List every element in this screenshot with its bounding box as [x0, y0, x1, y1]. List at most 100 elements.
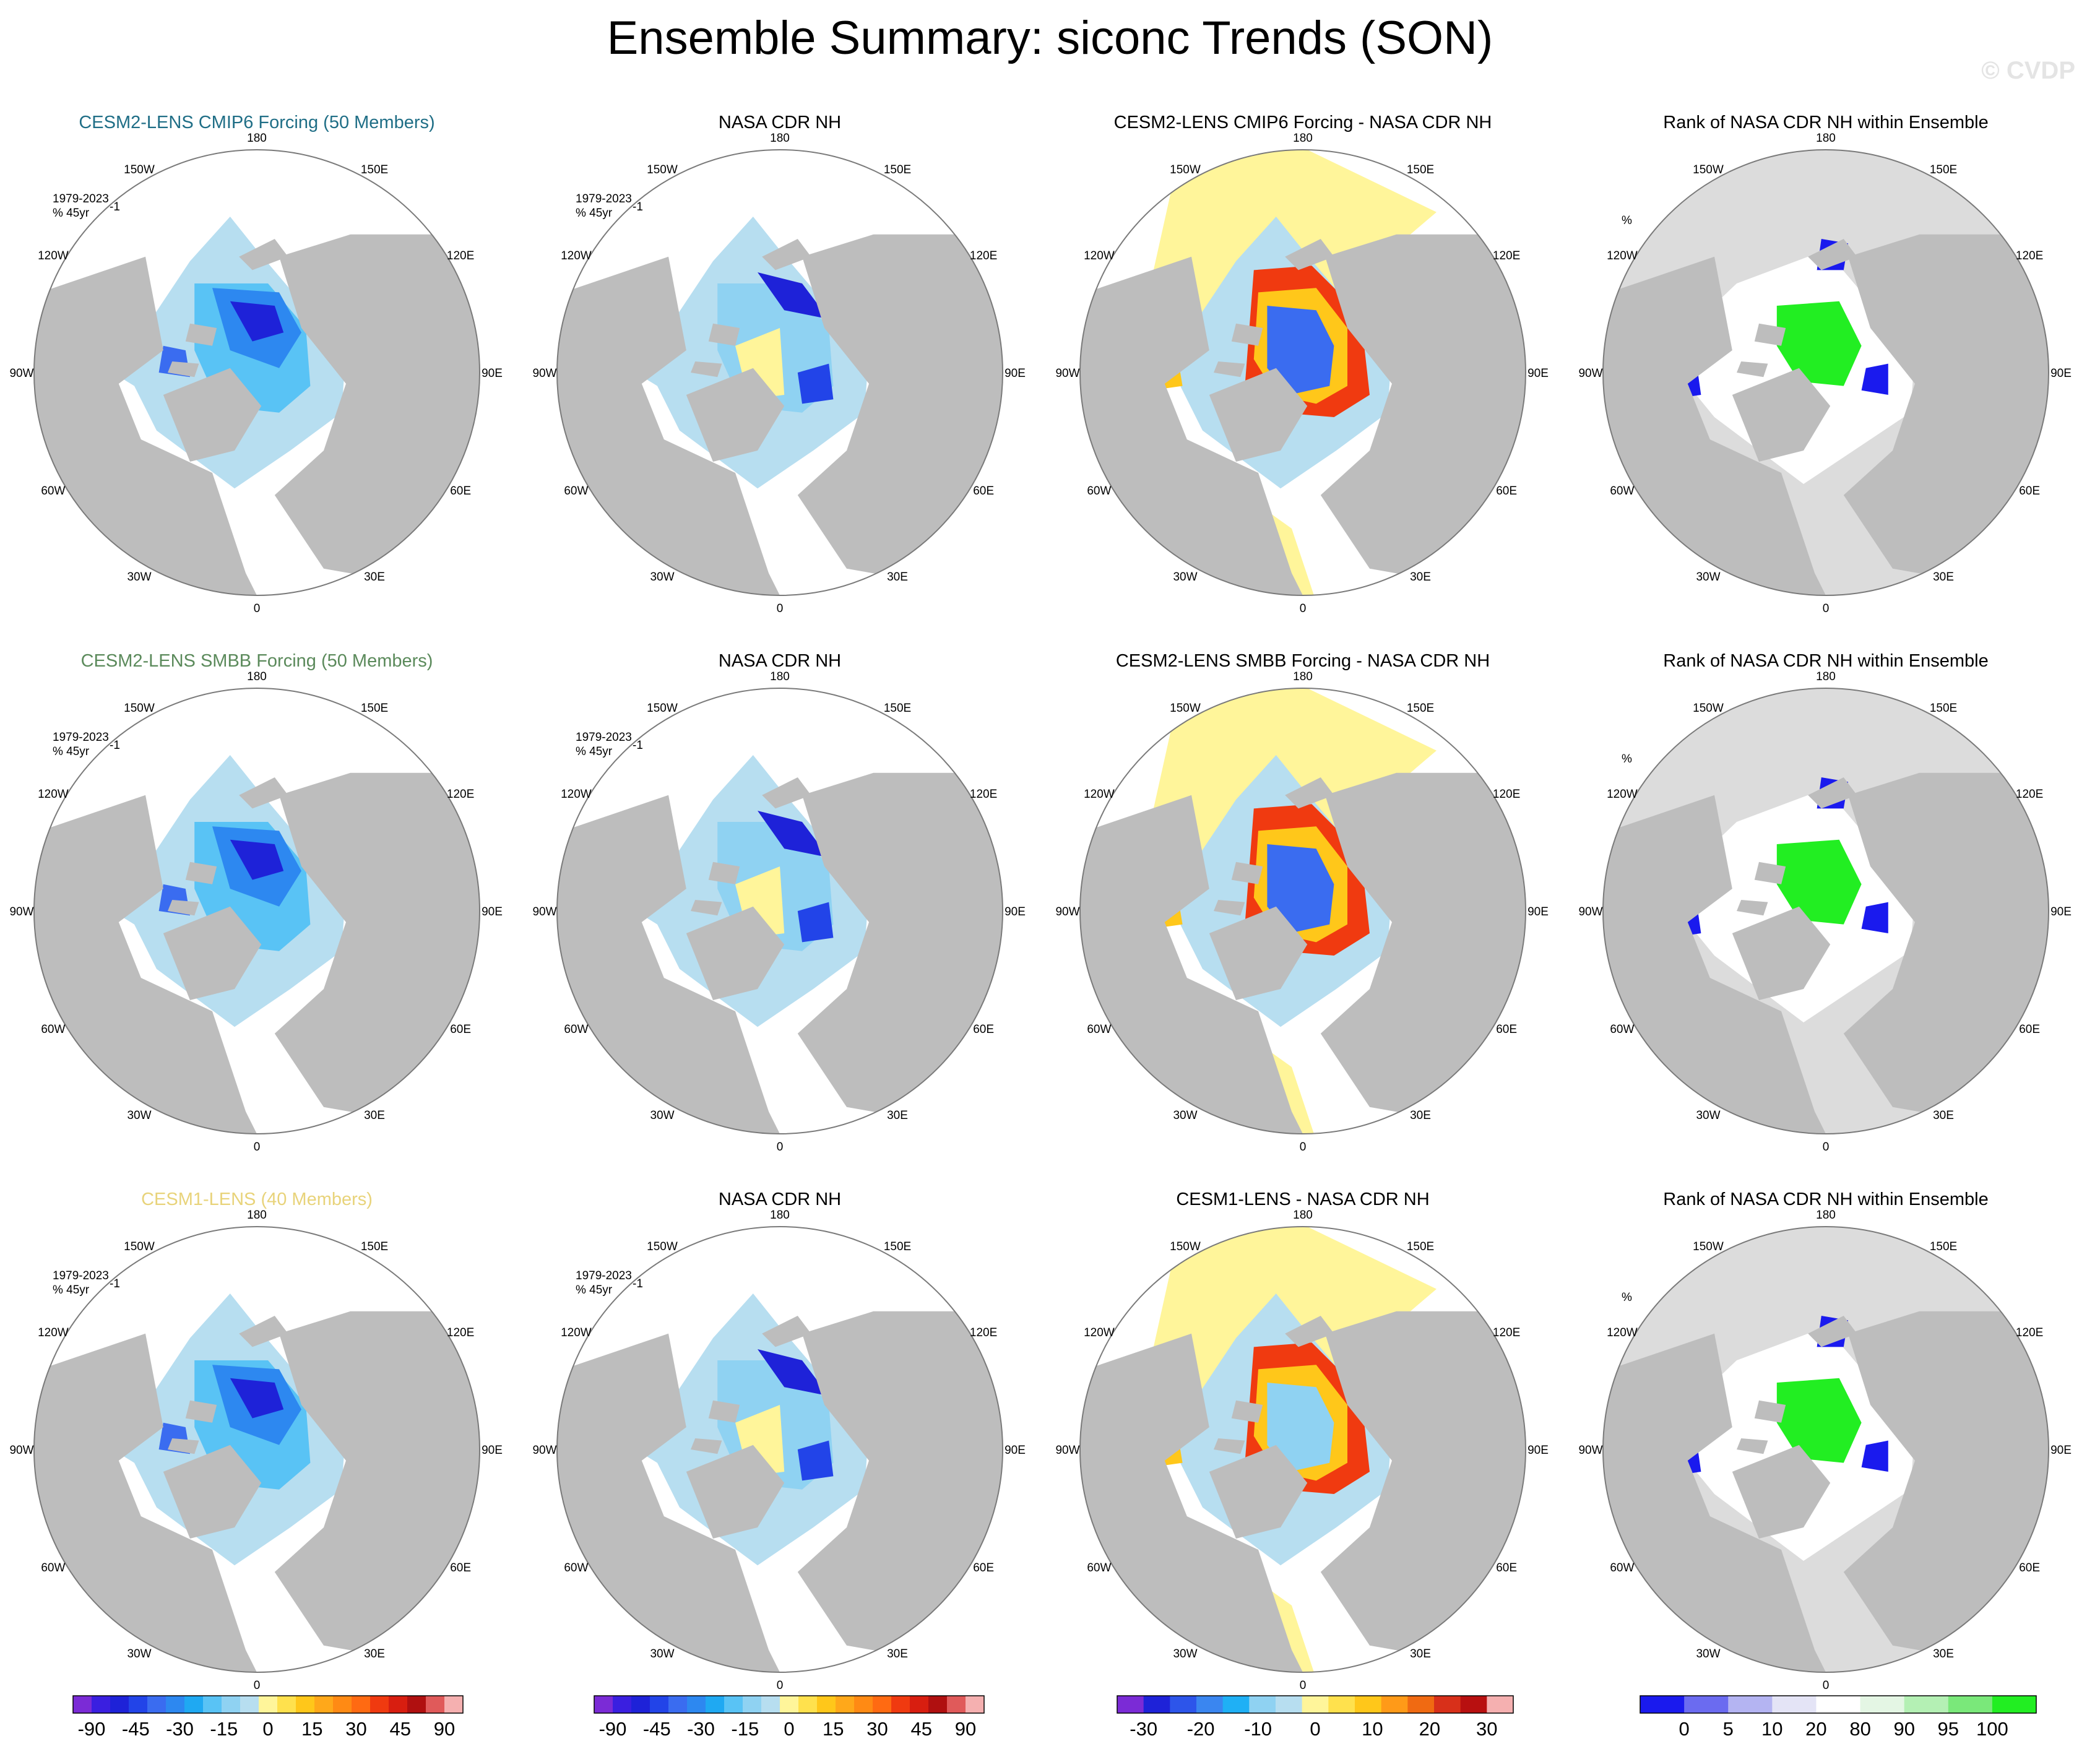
rank-units-note: % [1622, 753, 1632, 766]
landmass [1231, 1400, 1263, 1423]
landmass [1214, 1438, 1245, 1454]
landmass [274, 1311, 480, 1661]
longitude-label: 120E [2016, 788, 2043, 801]
longitude-labels: 180 150E 120E 90E 60E 30E 0 30W 60W 90W 120W 150W [1578, 1209, 2071, 1692]
colorbar-tick-label: 0 [784, 1718, 794, 1740]
longitude-label: 120W [561, 249, 592, 262]
colorbar-tick-label: -20 [1187, 1718, 1215, 1740]
longitude-label: 150W [1693, 163, 1724, 176]
map-border [1602, 688, 2049, 1134]
landmass [185, 1400, 217, 1423]
colorbar-swatch [166, 1696, 185, 1713]
longitude-label: 90W [9, 905, 33, 918]
longitude-label: 120W [1607, 249, 1638, 262]
landmass [691, 1438, 722, 1454]
longitude-label: 120E [2016, 249, 2043, 262]
period-note: 1979-2023 [576, 192, 632, 205]
rank-high-region [1776, 301, 1862, 386]
rank-units-note: % [1622, 214, 1632, 227]
map-border [556, 149, 1003, 596]
sea-ice-trend-core [797, 1440, 834, 1481]
map-panel: CESM2-LENS SMBB Forcing - NASA CDR NH180… [1055, 651, 1548, 1154]
landmass [1808, 1316, 1857, 1347]
longitude-label: 150E [884, 1240, 911, 1253]
landmass [1603, 256, 1826, 595]
longitude-label: 90W [1578, 905, 1602, 918]
longitude-label: 120E [970, 788, 997, 801]
panel-title: CESM2-LENS SMBB Forcing (50 Members) [81, 651, 433, 671]
landmass [1754, 862, 1786, 884]
units-note: % 45yr [576, 207, 613, 220]
colorbar-swatch [1302, 1696, 1329, 1713]
longitude-label: 60E [2019, 485, 2040, 498]
longitude-label: 150W [124, 702, 155, 715]
colorbar-swatch [1860, 1696, 1905, 1713]
colorbar-swatch [1196, 1696, 1224, 1713]
colorbar-swatch [240, 1696, 259, 1713]
longitude-label: 120E [2016, 1326, 2043, 1339]
period-note: 1979-2023 [576, 1269, 632, 1282]
colorbar-tick-label: 90 [434, 1718, 455, 1740]
sea-ice-trend-core [758, 811, 829, 858]
landmass [557, 256, 780, 595]
landmass [274, 772, 480, 1123]
longitude-label: 120W [561, 1326, 592, 1339]
colorbar-swatch [798, 1696, 818, 1713]
landmass [1808, 777, 1857, 809]
longitude-label: 30E [887, 1648, 908, 1660]
colorbar-swatch [1487, 1696, 1514, 1713]
map-fields [34, 755, 480, 1134]
longitude-label: 150E [1407, 702, 1434, 715]
colorbar-tick-label: 45 [390, 1718, 411, 1740]
colorbar-swatch [836, 1696, 855, 1713]
longitude-label: 120E [970, 249, 997, 262]
longitude-labels: 180 150E 120E 90E 60E 30E 0 30W 60W 90W 120W 150W [9, 1209, 502, 1692]
landmass [1231, 862, 1263, 884]
colorbar-tick-label: 100 [1976, 1718, 2008, 1740]
longitude-label: 180 [1816, 1209, 1836, 1222]
landmass [686, 1445, 785, 1539]
landmass [185, 862, 217, 884]
colorbar-swatch [594, 1696, 613, 1713]
colorbar-swatch [780, 1696, 799, 1713]
sea-ice-trend-core [230, 1378, 284, 1419]
map-border [33, 688, 480, 1134]
longitude-label: 150W [124, 1240, 155, 1253]
longitude-label: 60E [973, 1561, 994, 1574]
sea-ice-trend-core [797, 363, 834, 404]
map-fields [557, 755, 1003, 1134]
longitude-labels: 180 150E 120E 90E 60E 30E 0 30W 60W 90W 120W 150W [1055, 1209, 1548, 1692]
longitude-label: 90E [2050, 905, 2072, 918]
longitude-label: 120W [38, 1326, 69, 1339]
colorbar-swatch [407, 1696, 426, 1713]
colorbar-swatch [1904, 1696, 1949, 1713]
colorbar-tick-label: 15 [301, 1718, 322, 1740]
landmass [691, 900, 722, 916]
longitude-label: 90W [9, 1444, 33, 1457]
longitude-label: 30W [650, 1109, 674, 1122]
longitude-label: 120W [561, 788, 592, 801]
colorbar-tick-label: -30 [687, 1718, 715, 1740]
landmass [1214, 900, 1245, 916]
colorbar-swatch [966, 1696, 985, 1713]
colorbar-swatch [129, 1696, 148, 1713]
colorbar-swatch [1948, 1696, 1993, 1713]
longitude-label: 30E [887, 1109, 908, 1122]
colorbar: 0 5 10 20 80 90 95 100 [1640, 1695, 2037, 1740]
map-border [1079, 149, 1526, 596]
colorbar-swatch [147, 1696, 166, 1713]
landmass [1754, 1400, 1786, 1423]
colorbar-swatch [947, 1696, 966, 1713]
longitude-label: 90W [1578, 1444, 1602, 1457]
landmass [1285, 1316, 1334, 1347]
colorbar-tick-label: 30 [866, 1718, 888, 1740]
colorbar: -30 -20 -10 0 10 20 30 [1117, 1695, 1514, 1740]
colorbar-swatch [277, 1696, 296, 1713]
panel-title: CESM2-LENS SMBB Forcing - NASA CDR NH [1116, 651, 1490, 671]
colorbar-swatch [1640, 1696, 1685, 1713]
longitude-label: 0 [1823, 602, 1830, 615]
longitude-label: 90E [1527, 905, 1549, 918]
landmass [1843, 234, 2049, 584]
colorbar-swatch [184, 1696, 204, 1713]
